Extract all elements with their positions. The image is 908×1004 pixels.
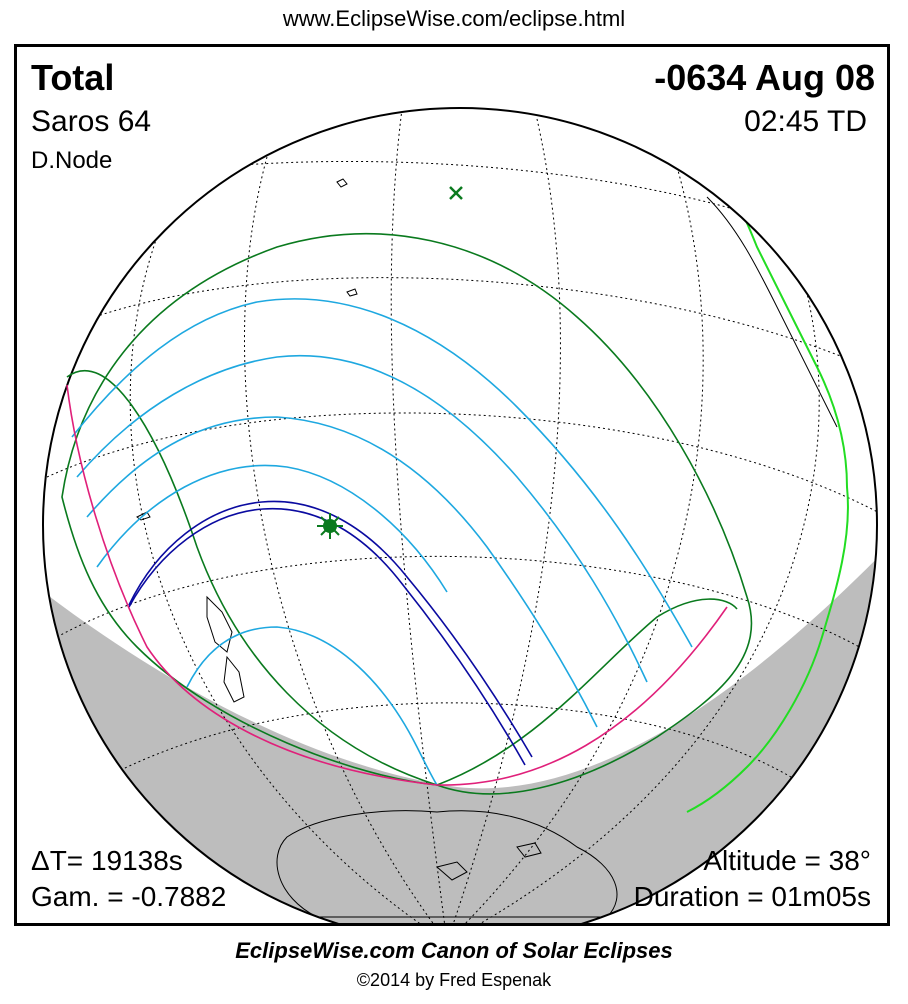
cross-icon — [449, 186, 463, 200]
meridian-line — [446, 118, 561, 923]
parallel-line — [46, 412, 877, 518]
penumbral-inner-curve — [66, 370, 738, 786]
partial-curve — [71, 298, 693, 648]
saros-label: Saros 64 — [31, 105, 152, 138]
penumbral-limit-curve — [61, 233, 753, 795]
node-label: D.Node — [31, 147, 113, 174]
gamma: Gam. = -0.7882 — [31, 881, 227, 912]
duration: Duration = 01m05s — [633, 881, 871, 912]
parallel-line — [56, 555, 877, 658]
altitude: Altitude = 38° — [703, 845, 871, 876]
footer-title: EclipseWise.com Canon of Solar Eclipses — [235, 938, 673, 963]
globe-map — [42, 107, 878, 923]
partial-curve — [76, 355, 648, 683]
parallel-line — [66, 277, 868, 368]
globe-outline — [42, 107, 878, 923]
meridian-line — [446, 256, 820, 923]
partial-curve — [96, 464, 448, 593]
partial-curve — [86, 416, 598, 728]
star-icon — [317, 513, 343, 539]
eclipse-date: -0634 Aug 08 — [654, 57, 875, 98]
parallel-line — [106, 702, 808, 788]
antarctic-island — [435, 861, 468, 881]
antarctica-coast — [276, 810, 618, 918]
partial-curve — [186, 626, 438, 786]
small-island — [346, 288, 358, 297]
americas-coast — [706, 196, 838, 428]
new-zealand-coast — [223, 655, 245, 703]
central-path-south — [128, 507, 526, 766]
delta-t: ΔT= 19138s — [31, 845, 183, 876]
rise-set-curve — [66, 384, 728, 786]
eclipse-time: 02:45 TD — [744, 105, 867, 138]
map-frame: Total -0634 Aug 08 Saros 64 02:45 TD D.N… — [14, 44, 890, 926]
coastlines — [136, 178, 618, 918]
night-region — [43, 517, 877, 923]
hawaii-island — [336, 178, 348, 188]
globe-disc — [43, 108, 877, 923]
central-path-north — [128, 500, 533, 758]
meridian-line — [244, 156, 448, 923]
header-url: www.EclipseWise.com/eclipse.html — [282, 6, 626, 31]
footer-copyright: ©2014 by Fred Espenak — [356, 970, 552, 990]
antarctic-island — [516, 842, 542, 858]
eclipse-type: Total — [31, 57, 115, 98]
new-zealand-coast — [206, 595, 233, 653]
